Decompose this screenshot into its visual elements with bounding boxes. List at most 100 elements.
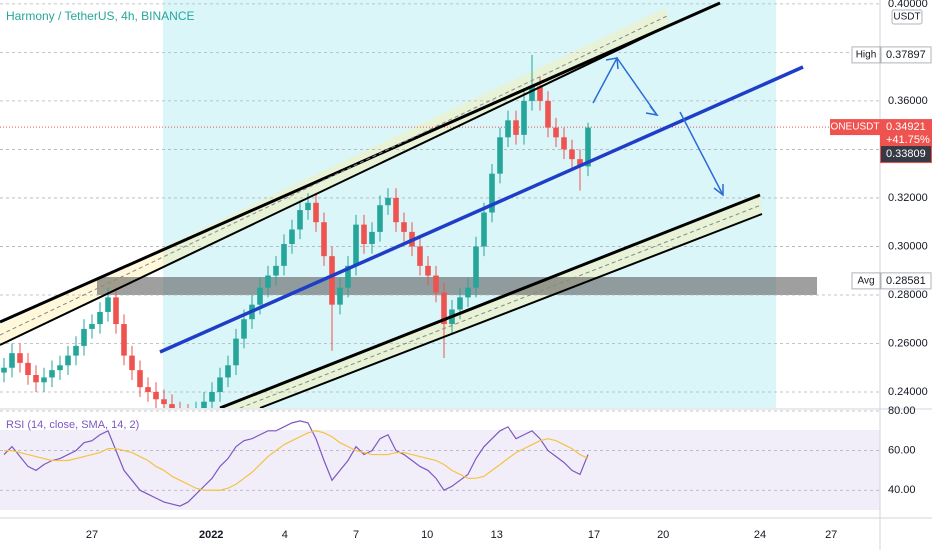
y-tick-label: 0.36000: [888, 95, 928, 107]
candle-body: [481, 212, 487, 247]
candle-body: [393, 197, 399, 223]
candles: [1, 54, 591, 416]
tag-name: ONEUSDT: [831, 122, 880, 133]
y-tick-label: 0.24000: [888, 386, 928, 398]
currency-box: [891, 9, 923, 25]
rsi-line: [4, 430, 589, 491]
candle-body: [169, 404, 175, 408]
candle-body: [585, 127, 591, 167]
arrow-head: [605, 57, 619, 70]
candle-body: [105, 297, 111, 312]
candle-body: [177, 411, 183, 413]
candle-body: [433, 275, 439, 293]
tag-value: 0.33809: [886, 148, 926, 160]
candle-body: [41, 377, 47, 383]
candle-body: [97, 311, 103, 325]
candle-body: [537, 86, 543, 101]
labels: 0.240000.260000.280000.300000.320000.340…: [86, 0, 932, 541]
channel-lines: [0, 1, 804, 408]
arrow-head: [713, 184, 724, 197]
channel-mid: [0, 15, 668, 336]
candle-body: [9, 353, 15, 368]
candle-body: [217, 377, 223, 392]
x-tick-label: 17: [588, 529, 600, 541]
tag-box: [880, 272, 932, 290]
candle-body: [265, 275, 271, 288]
candle-body: [553, 127, 559, 138]
candle-body: [137, 370, 143, 388]
y-tick-label: 0.26000: [888, 337, 928, 349]
candle-body: [329, 256, 335, 305]
rsi-line: [3, 420, 589, 507]
candle-body: [521, 100, 527, 135]
candle-body: [201, 401, 207, 408]
projection-arrow: [679, 111, 724, 196]
x-tick-label: 20: [657, 529, 669, 541]
candle-body: [385, 197, 391, 206]
rsi-title: RSI (14, close, SMA, 14, 2): [6, 419, 139, 431]
tag-box: [880, 46, 932, 64]
tag-value: 0.37897: [886, 49, 926, 61]
currency-label: USDT: [893, 12, 920, 23]
y-tick-label: 60.00: [888, 445, 916, 457]
candle-body: [89, 324, 95, 329]
x-tick-label: 10: [421, 529, 433, 541]
candle-body: [121, 324, 127, 356]
candle-body: [337, 287, 343, 305]
y-tick-label: 0.28000: [888, 289, 928, 301]
x-tick-label: 13: [491, 529, 503, 541]
candle-body: [353, 224, 359, 266]
midline: [159, 65, 804, 354]
candle-body: [81, 328, 87, 346]
y-tick-label: 0.32000: [888, 192, 928, 204]
candle-body: [49, 370, 55, 378]
candle-body: [489, 173, 495, 213]
candle-body: [257, 287, 263, 305]
rsi-band: [0, 430, 880, 510]
grid: [0, 3, 880, 491]
candle-body: [425, 265, 431, 276]
tag-name-box: [830, 119, 880, 136]
candle-body: [289, 229, 295, 245]
tag-name: Avg: [857, 276, 874, 287]
candle-body: [345, 265, 351, 288]
candle-body: [185, 414, 191, 416]
avg-zone: [97, 277, 817, 295]
upper-band: [0, 8, 670, 345]
tag-value: 0.34921: [886, 121, 926, 133]
candle-body: [441, 292, 447, 325]
candle-body: [225, 365, 231, 378]
candle-body: [17, 353, 23, 363]
candle-body: [281, 244, 287, 266]
candle-body: [313, 202, 319, 223]
candle-body: [569, 149, 575, 160]
chart-title: Harmony / TetherUS, 4h, BINANCE: [6, 9, 195, 23]
candle-body: [297, 210, 303, 230]
candle-body: [465, 287, 471, 298]
candle-body: [73, 345, 79, 356]
candle-body: [545, 100, 551, 128]
arrow-head: [645, 105, 659, 117]
candle-body: [241, 319, 247, 339]
candle-body: [401, 222, 407, 232]
tag-box: [881, 146, 931, 163]
candle-body: [57, 365, 63, 371]
x-tick-label: 4: [282, 529, 288, 541]
candle-body: [25, 362, 31, 376]
candle-body: [305, 202, 311, 211]
y-tick-label: 0.40000: [888, 0, 928, 10]
channel-mid: [239, 204, 762, 408]
x-tick-label: 27: [86, 529, 98, 541]
channel-line: [219, 193, 761, 408]
candle-body: [361, 224, 367, 245]
channel-line: [0, 24, 671, 346]
x-tick-label: 27: [825, 529, 837, 541]
tag-change: +41.75%: [886, 134, 930, 146]
candle-body: [577, 159, 583, 167]
tag-name-box: [851, 272, 881, 290]
candle-body: [457, 297, 463, 310]
candle-body: [209, 391, 215, 402]
candle-body: [321, 222, 327, 257]
candle-body: [505, 120, 511, 138]
y-tick-label: 80.00: [888, 405, 916, 417]
